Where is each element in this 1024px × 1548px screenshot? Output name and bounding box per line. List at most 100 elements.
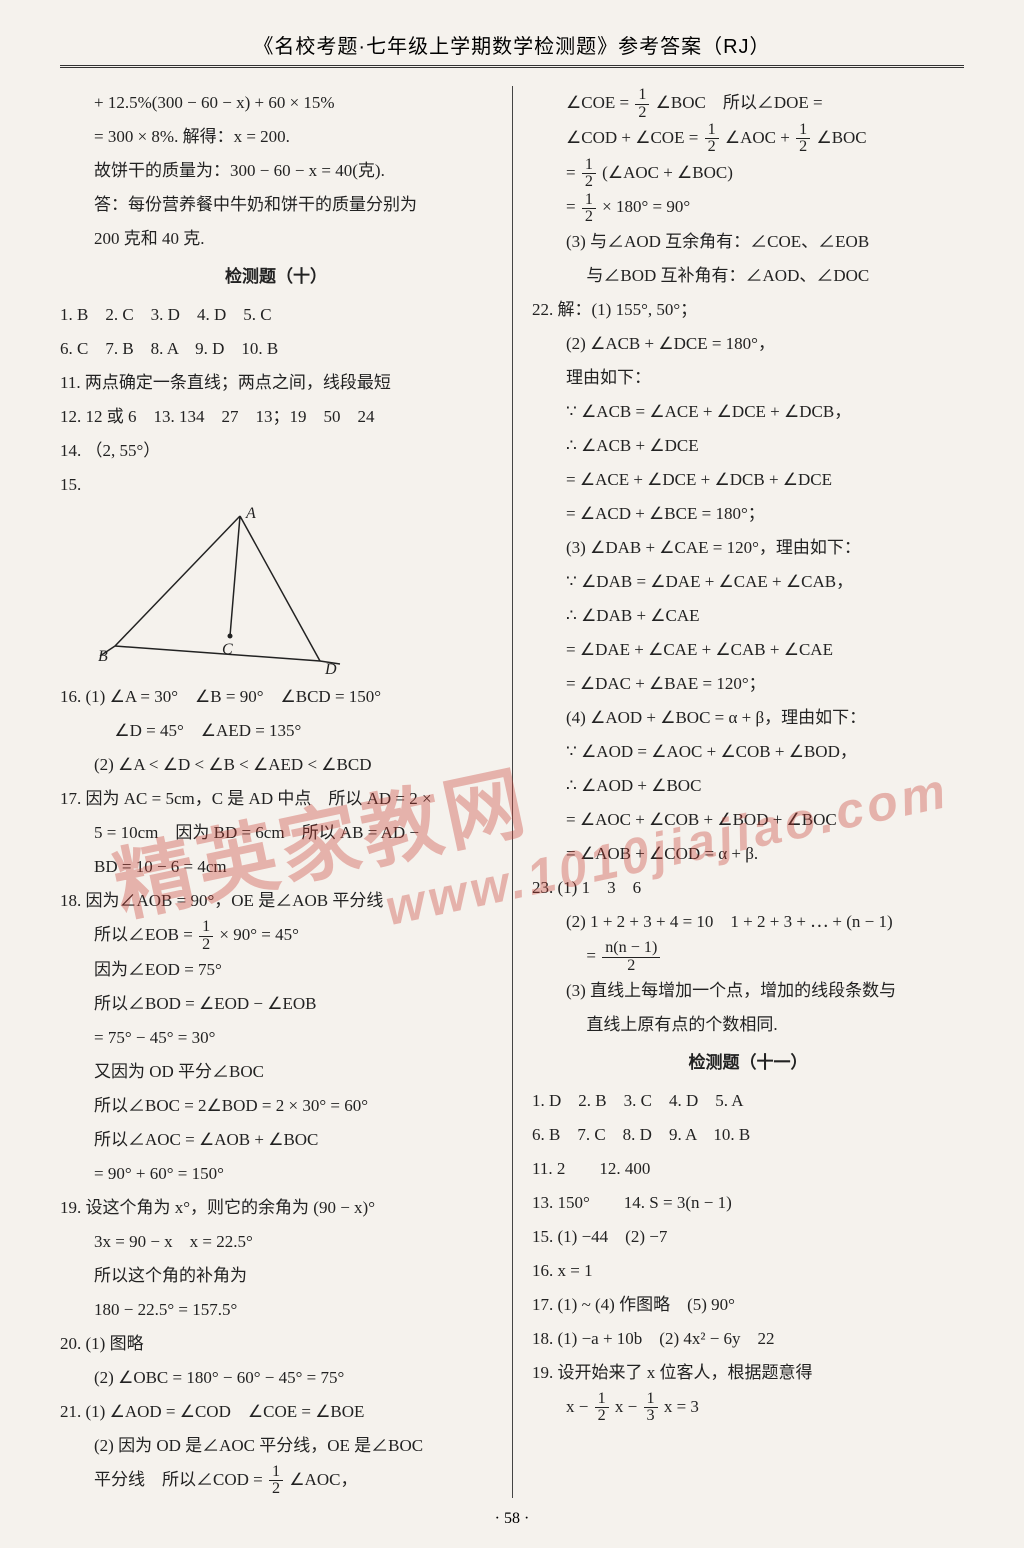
fraction-half: 12 [595,1391,609,1424]
answer-line: 5 = 10cm 因为 BD = 6cm 所以 AB = AD − [60,816,492,850]
text: = [566,197,580,216]
answer-line: 直线上原有点的个数相同. [532,1008,964,1042]
fraction-half: 12 [582,192,596,225]
answer-line: 13. 150° 14. S = 3(n − 1) [532,1186,964,1220]
answer-line: 又因为 OD 平分∠BOC [60,1055,492,1089]
answer-line: 6. C 7. B 8. A 9. D 10. B [60,332,492,366]
answer-line: 1. D 2. B 3. C 4. D 5. A [532,1084,964,1118]
answer-line: 17. 因为 AC = 5cm，C 是 AD 中点 所以 AD = 2 × [60,782,492,816]
page-number: · 58 · [60,1510,964,1528]
answer-line: 16. (1) ∠A = 30° ∠B = 90° ∠BCD = 150° [60,680,492,714]
answer-line: (4) ∠AOD + ∠BOC = α + β，理由如下： [532,701,964,735]
vertex-B-label: B [98,648,108,665]
answer-line: 17. (1) ~ (4) 作图略 (5) 90° [532,1288,964,1322]
text-line: 200 克和 40 克. [60,222,492,256]
answer-line: (3) 直线上每增加一个点，增加的线段条数与 [532,974,964,1008]
answer-line: 23. (1) 1 3 6 [532,871,964,905]
answer-line: (3) 与∠AOD 互余角有：∠COE、∠EOB [532,225,964,259]
vertex-A-label: A [245,506,256,522]
text: 平分线 所以∠COD = [94,1470,267,1489]
answer-line: (2) 因为 OD 是∠AOC 平分线，OE 是∠BOC [60,1429,492,1463]
answer-line: (3) ∠DAB + ∠CAE = 120°，理由如下： [532,531,964,565]
answer-line: 11. 两点确定一条直线；两点之间，线段最短 [60,366,492,400]
fraction-n: n(n − 1)2 [602,940,660,973]
answer-line: = ∠ACD + ∠BCE = 180°； [532,497,964,531]
answer-line: 18. (1) −a + 10b (2) 4x² − 6y 22 [532,1322,964,1356]
answer-line: BD = 10 − 6 = 4cm [60,850,492,884]
answer-line: = ∠AOC + ∠COB + ∠BOD + ∠BOC [532,803,964,837]
answer-line: ∵ ∠DAB = ∠DAE + ∠CAE + ∠CAB， [532,565,964,599]
answer-line: ∠D = 45° ∠AED = 135° [60,714,492,748]
answer-line: 所以∠BOD = ∠EOD − ∠EOB [60,987,492,1021]
text: × 90° = 45° [219,925,299,944]
fraction-half: 12 [635,87,649,120]
text: ∠BOC [816,128,866,147]
answer-line: 理由如下： [532,361,964,395]
text-line: 故饼干的质量为：300 − 60 − x = 40(克). [60,154,492,188]
answer-line: 180 − 22.5° = 157.5° [60,1293,492,1327]
answer-line: (2) ∠OBC = 180° − 60° − 45° = 75° [60,1361,492,1395]
answer-line: ∴ ∠DAB + ∠CAE [532,599,964,633]
answer-line: 21. (1) ∠AOD = ∠COD ∠COE = ∠BOE [60,1395,492,1429]
fraction-half: 12 [796,122,810,155]
text: × 180° = 90° [602,197,690,216]
answer-line: 平分线 所以∠COD = 12 ∠AOC， [60,1463,492,1498]
fraction-half: 12 [199,919,213,952]
text: ∠COD + ∠COE = [566,128,703,147]
answer-line: 15. (1) −44 (2) −7 [532,1220,964,1254]
text: = [586,946,600,965]
fraction-half: 12 [582,157,596,190]
text: ∠AOC + [725,128,794,147]
answer-line: 因为∠EOD = 75° [60,953,492,987]
answer-line: = 12 × 180° = 90° [532,190,964,225]
answer-line: = ∠AOB + ∠COD = α + β. [532,837,964,871]
answer-line: = 90° + 60° = 150° [60,1157,492,1191]
page-title: 《名校考题·七年级上学期数学检测题》参考答案（RJ） [60,30,964,68]
answer-line: = 12 (∠AOC + ∠BOC) [532,156,964,191]
answer-line: 11. 2 12. 400 [532,1152,964,1186]
text: x − [615,1397,642,1416]
answer-line: 20. (1) 图略 [60,1327,492,1361]
answer-line: ∠COD + ∠COE = 12 ∠AOC + 12 ∠BOC [532,121,964,156]
text: (∠AOC + ∠BOC) [602,163,733,182]
answer-line: 6. B 7. C 8. D 9. A 10. B [532,1118,964,1152]
answer-line: x − 12 x − 13 x = 3 [532,1390,964,1425]
answer-line: ∴ ∠ACB + ∠DCE [532,429,964,463]
vertex-D-label: D [324,661,337,676]
section-heading-10: 检测题（十） [60,260,492,294]
answer-line: 18. 因为∠AOB = 90°，OE 是∠AOB 平分线 [60,884,492,918]
triangle-diagram: A B C D [90,506,350,676]
text: ∠AOC， [289,1470,357,1489]
section-heading-11: 检测题（十一） [532,1046,964,1080]
answer-line: = ∠DAE + ∠CAE + ∠CAB + ∠CAE [532,633,964,667]
answer-line: = ∠DAC + ∠BAE = 120°； [532,667,964,701]
answer-line: 所以∠EOB = 12 × 90° = 45° [60,918,492,953]
answer-line: (2) ∠A < ∠D < ∠B < ∠AED < ∠BCD [60,748,492,782]
answer-line: 所以这个角的补角为 [60,1259,492,1293]
text: ∠COE = [566,93,633,112]
text-line: 答：每份营养餐中牛奶和饼干的质量分别为 [60,188,492,222]
answer-line: 15. [60,468,492,502]
text: ∠BOC 所以∠DOE = [656,93,823,112]
answer-line: = n(n − 1)2 [532,939,964,974]
answer-line: ∵ ∠AOD = ∠AOC + ∠COB + ∠BOD， [532,735,964,769]
answer-line: 所以∠AOC = ∠AOB + ∠BOC [60,1123,492,1157]
answer-line: 1. B 2. C 3. D 4. D 5. C [60,298,492,332]
text: 所以∠EOB = [94,925,197,944]
vertex-C-label: C [222,641,233,658]
answer-line: ∠COE = 12 ∠BOC 所以∠DOE = [532,86,964,121]
fraction-half: 12 [269,1464,283,1497]
answer-line: 所以∠BOC = 2∠BOD = 2 × 30° = 60° [60,1089,492,1123]
answer-line: 16. x = 1 [532,1254,964,1288]
answer-line: 12. 12 或 6 13. 134 27 13；19 50 24 [60,400,492,434]
answer-line: (2) ∠ACB + ∠DCE = 180°， [532,327,964,361]
text: x = 3 [664,1397,699,1416]
answer-line: = 75° − 45° = 30° [60,1021,492,1055]
column-divider [512,86,513,1498]
fraction-half: 12 [705,122,719,155]
answer-line: 与∠BOD 互补角有：∠AOD、∠DOC [532,259,964,293]
text: x − [566,1397,593,1416]
text-line: + 12.5%(300 − 60 − x) + 60 × 15% [60,86,492,120]
answer-line: 19. 设开始来了 x 位客人，根据题意得 [532,1356,964,1390]
text-line: = 300 × 8%. 解得：x = 200. [60,120,492,154]
